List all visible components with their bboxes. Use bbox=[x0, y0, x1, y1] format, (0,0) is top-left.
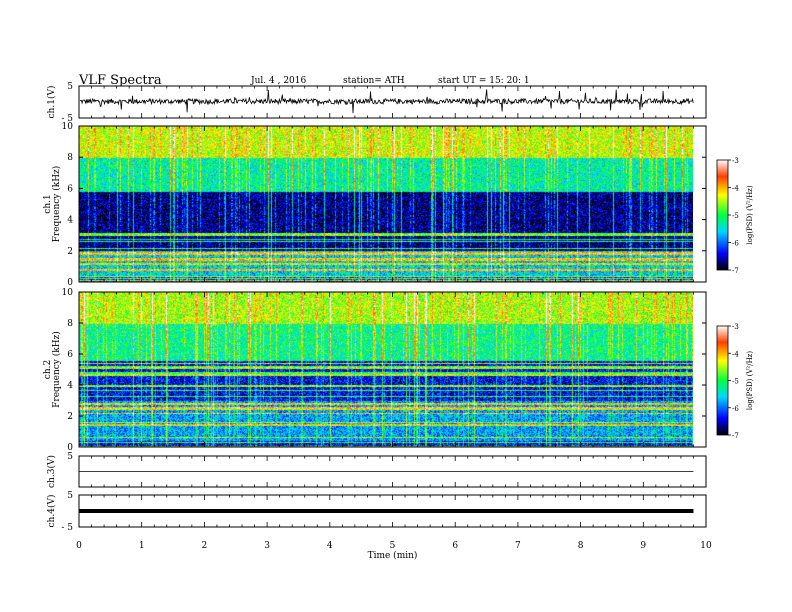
x-axis: 0 1 2 3 4 5 6 7 8 9 10 Time (min) bbox=[76, 541, 712, 561]
x-tick-label: 6 bbox=[452, 541, 458, 551]
colorbar-tick-label: -4 bbox=[732, 185, 739, 193]
y-axis-label: Frequency (kHz) bbox=[51, 331, 62, 408]
y-tick-label: 5 bbox=[67, 452, 73, 462]
ch1-spectrogram-axes: 0 2 4 6 8 10 ch.1 Frequency (kHz) -3 -4 -5 -6 -7 log(… bbox=[43, 122, 754, 288]
ch1-spectrogram-image bbox=[79, 126, 693, 282]
y-tick-label: 0 bbox=[67, 443, 73, 453]
x-tick-label: 0 bbox=[76, 541, 82, 551]
ch1-spectrogram-panel bbox=[79, 126, 693, 282]
colorbar-tick-label: -3 bbox=[732, 157, 739, 165]
x-tick-label: 2 bbox=[202, 541, 208, 551]
start-time-label: start UT = 15: 20: 1 bbox=[438, 76, 530, 86]
ch1-waveform-panel bbox=[79, 89, 694, 114]
colorbar-tick-label: -6 bbox=[732, 405, 739, 413]
y-tick-label: 8 bbox=[67, 319, 73, 329]
colorbar-tick-label: -5 bbox=[732, 212, 739, 220]
colorbar-label: log(PSD) (V²/Hz) bbox=[746, 351, 754, 410]
x-tick-label: 5 bbox=[390, 541, 396, 551]
y-axis-label: ch.4(V) bbox=[46, 495, 57, 528]
y-axis-label: ch.2 bbox=[43, 360, 53, 379]
ch1-spectrogram-colorbar: -3 -4 -5 -6 -7 log(PSD) (V²/Hz) bbox=[716, 157, 754, 275]
y-tick-label: 10 bbox=[62, 288, 74, 298]
station-label: station= ATH bbox=[343, 76, 405, 86]
y-tick-label: 2 bbox=[67, 247, 73, 257]
ch2-spectrogram-panel bbox=[79, 292, 693, 447]
y-tick-label: 4 bbox=[67, 381, 73, 391]
y-axis-label: ch.1(V) bbox=[46, 86, 57, 119]
x-tick-label: 7 bbox=[515, 541, 521, 551]
y-tick-label: 5 bbox=[67, 82, 73, 92]
ch3-waveform-axes: 5 ch.3(V) bbox=[46, 452, 707, 488]
x-tick-label: 8 bbox=[578, 541, 584, 551]
ch1-waveform-line bbox=[79, 89, 694, 114]
ch2-spectrogram-colorbar: -3 -4 -5 -6 -7 log(PSD) (V²/Hz) bbox=[716, 323, 754, 440]
colorbar-gradient bbox=[716, 159, 729, 271]
y-tick-label: - 5 bbox=[61, 114, 73, 124]
colorbar-tick-label: -6 bbox=[732, 240, 739, 248]
chart-header: VLF Spectra Jul. 4 , 2016 station= ATH s… bbox=[0, 0, 792, 100]
colorbar-tick-label: -3 bbox=[732, 323, 739, 331]
colorbar-gradient bbox=[716, 325, 729, 436]
y-tick-label: 2 bbox=[67, 412, 73, 422]
x-tick-label: 9 bbox=[640, 541, 646, 551]
ch4-waveform-axes: 5 - 5 ch.4(V) bbox=[46, 491, 707, 533]
colorbar-label: log(PSD) (V²/Hz) bbox=[746, 185, 754, 244]
ch2-spectrogram-axes: 0 2 4 6 8 10 ch.2 Frequency (kHz) -3 -4 -5 -6 -7 log(… bbox=[43, 288, 754, 453]
y-tick-label: 8 bbox=[67, 153, 73, 163]
colorbar-tick-label: -7 bbox=[732, 267, 739, 275]
colorbar-tick-label: -7 bbox=[732, 432, 739, 440]
y-tick-label: 0 bbox=[67, 278, 73, 288]
y-tick-label: 10 bbox=[62, 122, 74, 132]
y-axis-label: Frequency (kHz) bbox=[51, 166, 62, 243]
x-tick-label: 10 bbox=[700, 541, 712, 551]
x-tick-label: 4 bbox=[327, 541, 333, 551]
ch1-waveform-axes: 5 - 5 ch.1(V) bbox=[46, 82, 707, 124]
colorbar-tick-label: -4 bbox=[732, 350, 739, 358]
x-tick-label: 3 bbox=[264, 541, 270, 551]
y-tick-label: - 5 bbox=[61, 523, 73, 533]
y-tick-label: 6 bbox=[67, 350, 73, 360]
colorbar-tick-label: -5 bbox=[732, 378, 739, 386]
x-tick-label: 1 bbox=[139, 541, 145, 551]
y-tick-label: 5 bbox=[67, 491, 73, 501]
chart-title: VLF Spectra bbox=[79, 73, 162, 88]
date-label: Jul. 4 , 2016 bbox=[251, 76, 307, 86]
ch2-spectrogram-image bbox=[79, 292, 693, 447]
y-axis-label: ch.3(V) bbox=[46, 455, 57, 488]
y-tick-label: 6 bbox=[67, 184, 73, 194]
y-tick-label: 4 bbox=[67, 216, 73, 226]
x-axis-label: Time (min) bbox=[368, 550, 418, 561]
y-axis-label: ch.1 bbox=[43, 194, 53, 213]
